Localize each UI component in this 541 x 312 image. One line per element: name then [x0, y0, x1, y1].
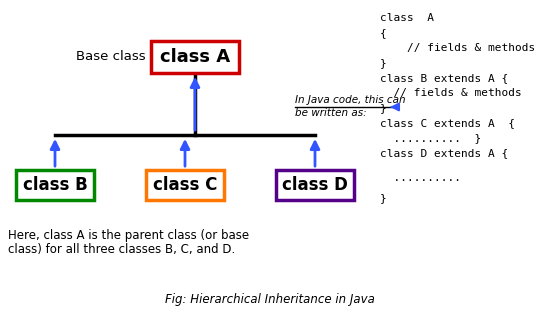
- Text: class C extends A  {: class C extends A {: [380, 118, 515, 128]
- Text: ..........: ..........: [380, 173, 461, 183]
- Text: Base class: Base class: [76, 51, 146, 64]
- Text: class B: class B: [23, 176, 88, 194]
- Text: class D extends A {: class D extends A {: [380, 148, 508, 158]
- Text: // fields & methods: // fields & methods: [380, 43, 535, 53]
- Text: class) for all three classes B, C, and D.: class) for all three classes B, C, and D…: [8, 243, 235, 256]
- FancyBboxPatch shape: [151, 41, 239, 73]
- Text: class D: class D: [282, 176, 348, 194]
- Text: }: }: [380, 193, 387, 203]
- Text: // fields & methods: // fields & methods: [380, 88, 522, 98]
- Text: }: }: [380, 103, 387, 113]
- FancyBboxPatch shape: [276, 170, 354, 200]
- Text: Fig: Hierarchical Inheritance in Java: Fig: Hierarchical Inheritance in Java: [165, 294, 375, 306]
- Text: class  A: class A: [380, 13, 434, 23]
- Text: class A: class A: [160, 48, 230, 66]
- Text: class B extends A {: class B extends A {: [380, 73, 508, 83]
- FancyBboxPatch shape: [16, 170, 94, 200]
- Text: class C: class C: [153, 176, 217, 194]
- Text: ..........  }: .......... }: [380, 133, 481, 143]
- Text: }: }: [380, 58, 387, 68]
- Text: Here, class A is the parent class (or base: Here, class A is the parent class (or ba…: [8, 228, 249, 241]
- Text: be written as:: be written as:: [295, 108, 367, 118]
- Text: In Java code, this can: In Java code, this can: [295, 95, 406, 105]
- FancyBboxPatch shape: [146, 170, 224, 200]
- Text: {: {: [380, 28, 387, 38]
